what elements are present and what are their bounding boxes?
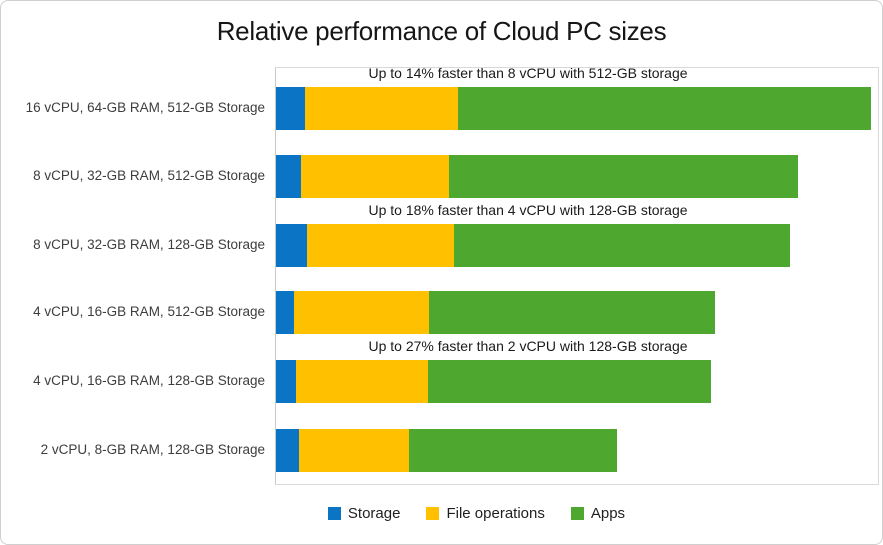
chart-title: Relative performance of Cloud PC sizes (216, 16, 667, 46)
bar-segment-storage (276, 429, 300, 472)
legend: Storage File operations Apps (1, 505, 882, 522)
bar-annotation: Up to 18% faster than 4 vCPU with 128-GB… (368, 202, 688, 218)
bar-segment-apps (428, 291, 716, 334)
bar-annotation: Up to 27% faster than 2 vCPU with 128-GB… (368, 338, 688, 354)
legend-label: File operations (446, 505, 545, 522)
bar-row (276, 224, 790, 267)
bar-row (276, 429, 617, 472)
bar-row (276, 291, 716, 334)
bar-segment-file-operations (296, 360, 429, 403)
bar-segment-apps (458, 87, 871, 130)
category-label: 4 vCPU, 16-GB RAM, 128-GB Storage (33, 372, 265, 388)
bar-segment-apps (428, 360, 711, 403)
bar-row (276, 360, 711, 403)
bar-segment-storage (276, 224, 307, 267)
bar-segment-apps (453, 224, 790, 267)
category-label: 4 vCPU, 16-GB RAM, 512-GB Storage (33, 303, 265, 319)
category-label: 2 vCPU, 8-GB RAM, 128-GB Storage (40, 441, 265, 457)
category-label: 8 vCPU, 32-GB RAM, 128-GB Storage (33, 236, 265, 252)
bar-annotation: Up to 14% faster than 8 vCPU with 512-GB… (368, 65, 688, 81)
bar-segment-file-operations (305, 87, 459, 130)
bar-segment-apps (409, 429, 617, 472)
bar-segment-storage (276, 291, 294, 334)
bar-segment-file-operations (306, 224, 454, 267)
legend-label: Apps (590, 505, 626, 522)
bar-row (276, 155, 799, 198)
bar-segment-file-operations (293, 291, 429, 334)
plot-area (275, 67, 879, 485)
legend-item-file-operations: File operations (426, 505, 545, 522)
legend-swatch-icon (426, 507, 440, 520)
category-label: 8 vCPU, 32-GB RAM, 512-GB Storage (33, 167, 265, 183)
bar-row (276, 87, 871, 130)
legend-swatch-icon (327, 507, 341, 520)
bar-segment-storage (276, 360, 297, 403)
legend-item-apps: Apps (570, 505, 626, 522)
bar-segment-storage (276, 155, 301, 198)
legend-item-storage: Storage (327, 505, 401, 522)
legend-label: Storage (347, 505, 401, 522)
legend-swatch-icon (570, 507, 584, 520)
bar-segment-apps (448, 155, 799, 198)
bar-segment-file-operations (300, 155, 449, 198)
bar-segment-storage (276, 87, 306, 130)
bar-segment-file-operations (299, 429, 410, 472)
category-label: 16 vCPU, 64-GB RAM, 512-GB Storage (25, 99, 265, 115)
